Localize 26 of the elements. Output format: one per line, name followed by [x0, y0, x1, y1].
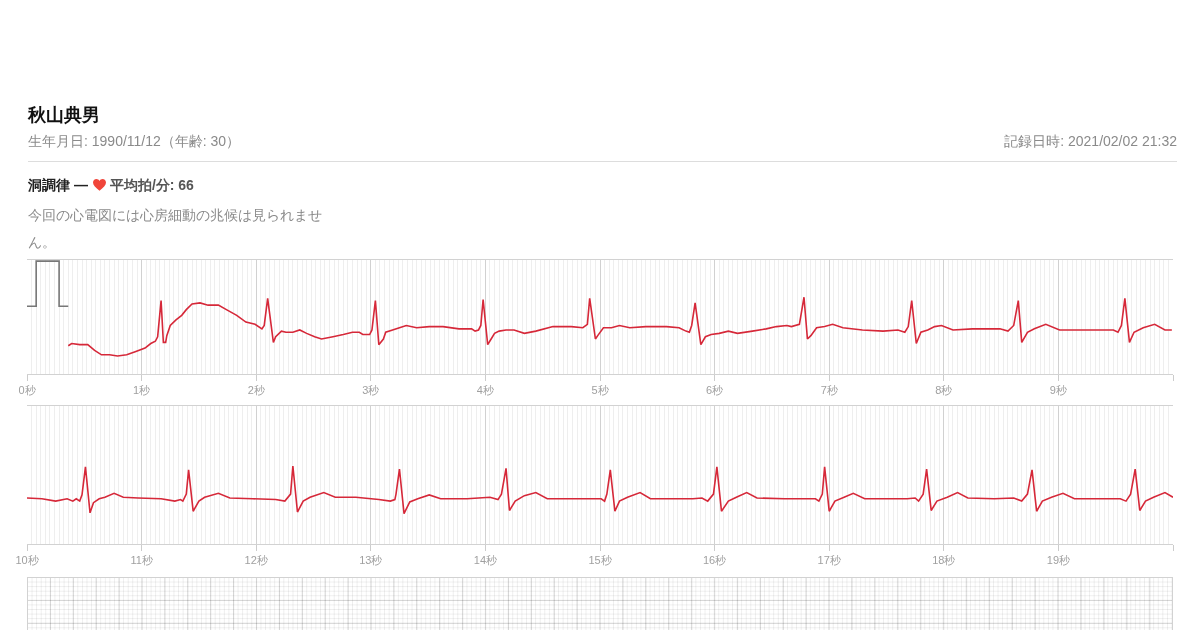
chart-title: 秋山典男: [28, 104, 100, 127]
x-tick-label: 14秒: [473, 554, 498, 567]
x-tick-label: 11秒: [130, 554, 153, 567]
text: 今回の心電図には心房細動の兆候は見られません。: [28, 206, 323, 252]
chart-subtitle: 生年月日: 1990/11/12（年齢: 30）: [28, 132, 241, 151]
x-tick-label: 6秒: [706, 384, 724, 397]
x-tick-label: 5秒: [591, 384, 609, 397]
x-tick-label: 1秒: [133, 384, 151, 397]
text: 洞調律 —: [28, 176, 88, 195]
x-tick-label: 18秒: [932, 554, 956, 567]
x-tick-label: 2秒: [247, 384, 265, 397]
x-tick-label: 3秒: [362, 384, 380, 397]
x-tick-label: 17秒: [817, 554, 841, 567]
x-tick-label: 8秒: [935, 384, 953, 397]
text: 平均拍/分: 66: [109, 176, 194, 195]
x-tick-label: 16秒: [702, 554, 727, 567]
x-tick-label: 15秒: [588, 554, 612, 567]
x-tick-label: 13秒: [359, 554, 383, 567]
x-tick-label: 12秒: [244, 554, 268, 567]
x-tick-label: 4秒: [476, 384, 494, 397]
text: 記録日時: 2021/02/02 21:32: [1004, 132, 1177, 151]
x-tick-label: 19秒: [1046, 554, 1071, 567]
x-tick-label: 0秒: [18, 384, 36, 397]
x-tick-label: 10秒: [15, 554, 39, 567]
x-tick-label: 9秒: [1049, 384, 1067, 397]
x-tick-label: 7秒: [820, 384, 838, 397]
